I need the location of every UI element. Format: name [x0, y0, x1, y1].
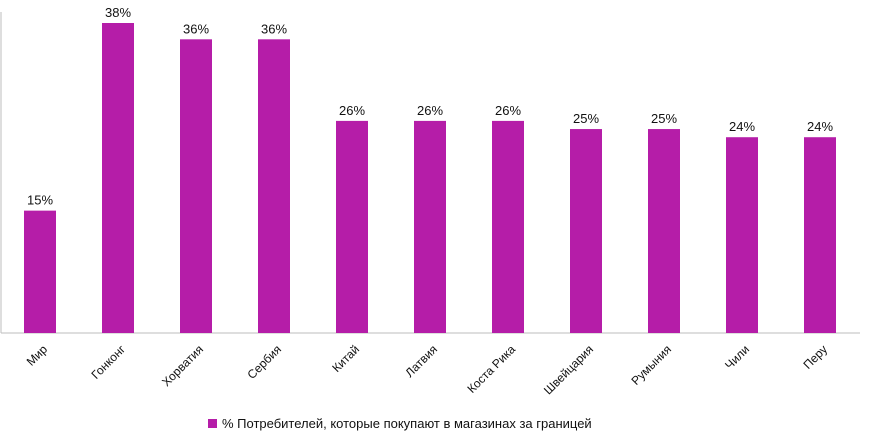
category-label-10: Перу — [801, 342, 831, 372]
bar-2 — [180, 39, 212, 333]
bar-10 — [804, 137, 836, 333]
category-label-6: Коста Рика — [464, 342, 518, 396]
bar-7 — [570, 129, 602, 333]
legend: % Потребителей, которые покупают в магаз… — [208, 414, 592, 432]
bar-0 — [24, 210, 56, 333]
bar-8 — [648, 129, 680, 333]
legend-swatch — [208, 418, 217, 428]
category-label-0: Мир — [24, 342, 51, 369]
category-label-4: Китай — [329, 342, 362, 375]
bar-9 — [726, 137, 758, 333]
value-label-5: 26% — [417, 103, 443, 118]
category-label-5: Латвия — [402, 342, 440, 380]
category-label-7: Швейцария — [541, 342, 596, 397]
bar-6 — [492, 120, 524, 333]
bar-1 — [102, 23, 134, 333]
bar-5 — [414, 120, 446, 333]
category-label-2: Хорватия — [159, 342, 206, 389]
value-label-0: 15% — [27, 193, 53, 208]
value-label-7: 25% — [573, 111, 599, 126]
category-label-9: Чили — [722, 342, 752, 372]
category-label-8: Румыния — [628, 342, 674, 388]
value-label-1: 38% — [105, 5, 131, 20]
category-label-1: Гонконг — [88, 342, 128, 382]
bar-4 — [336, 120, 368, 333]
value-label-6: 26% — [495, 103, 521, 118]
value-label-2: 36% — [183, 21, 209, 36]
value-label-9: 24% — [729, 119, 755, 134]
category-label-3: Сербия — [244, 342, 284, 382]
value-label-4: 26% — [339, 103, 365, 118]
legend-label: % Потребителей, которые покупают в магаз… — [222, 415, 592, 431]
value-label-3: 36% — [261, 21, 287, 36]
value-label-10: 24% — [807, 119, 833, 134]
value-label-8: 25% — [651, 111, 677, 126]
bar-3 — [258, 39, 290, 333]
